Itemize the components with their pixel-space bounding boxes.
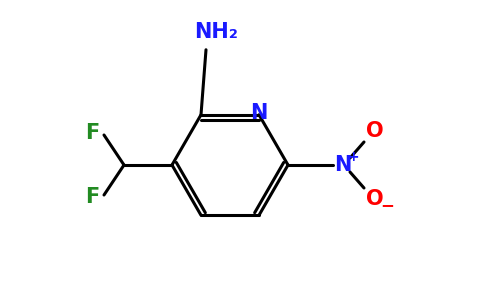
Text: F: F (85, 123, 99, 143)
Text: F: F (85, 187, 99, 207)
Text: −: − (380, 196, 394, 214)
Text: O: O (366, 121, 384, 141)
Text: +: + (347, 150, 359, 164)
Text: N: N (250, 103, 268, 123)
Text: N: N (334, 155, 352, 175)
Text: NH₂: NH₂ (194, 22, 238, 42)
Text: O: O (366, 189, 384, 209)
